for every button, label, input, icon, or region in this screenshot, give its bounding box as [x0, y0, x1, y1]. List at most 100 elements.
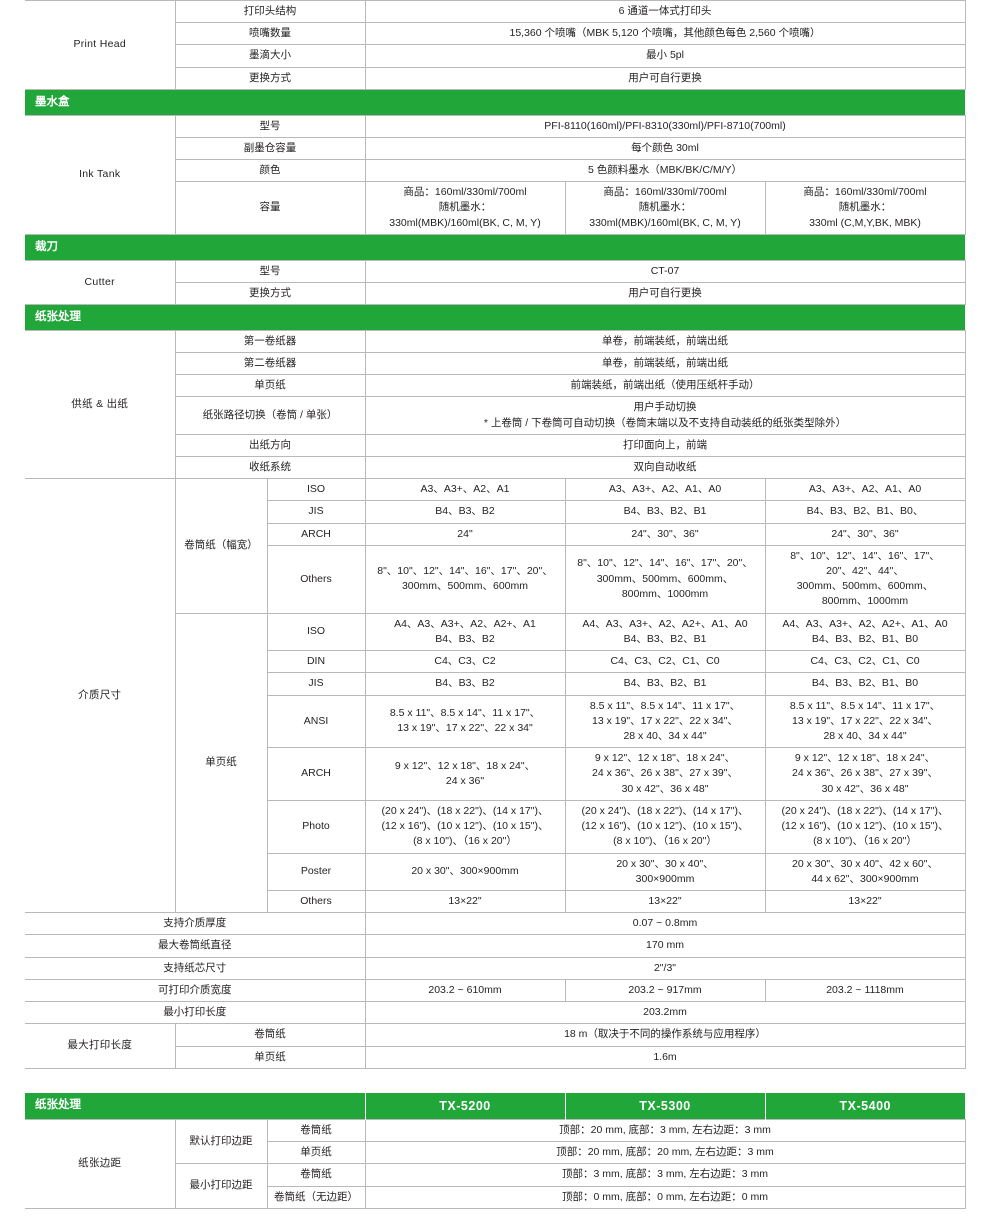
section-title: 纸张处理	[25, 1092, 366, 1120]
row-value-model1: A3、A3+、A2、A1	[364, 478, 566, 502]
standard-label: Poster	[266, 852, 366, 891]
table-row: 收纸系统 双向自动收纸	[25, 455, 966, 480]
value-line: 商品：160ml/330ml/700ml	[803, 186, 927, 199]
row-value: 每个颜色 30ml	[364, 136, 966, 160]
row-label: 支持介质厚度	[25, 912, 366, 936]
value-line: A4、A3、A3+、A2、A2+、A1	[394, 617, 536, 630]
value-line: 44 x 62"、300×900mm	[811, 872, 919, 885]
row-value-model2: 9 x 12"、12 x 18"、18 x 24"、 24 x 36"、26 x…	[564, 747, 766, 801]
row-value-model1: 20 x 30"、300×900mm	[364, 852, 566, 891]
row-value: 双向自动收纸	[364, 455, 966, 480]
value-line: 商品：160ml/330ml/700ml	[403, 186, 527, 199]
table-row: 卷筒纸（无边距） 顶部：0 mm, 底部：0 mm, 左右边距：0 mm	[25, 1185, 966, 1209]
value-line: 20"、42"、44"、	[826, 565, 904, 578]
group-label-ink-tank: Ink Tank	[25, 114, 176, 235]
row-sub-label: 卷筒纸（无边距）	[266, 1185, 366, 1209]
value-line: (12 x 16")、(10 x 12")、(10 x 15")、	[581, 820, 749, 833]
table-row: Poster 20 x 30"、300×900mm 20 x 30"、30 x …	[25, 852, 966, 891]
row-value: PFI-8110(160ml)/PFI-8310(330ml)/PFI-8710…	[364, 114, 966, 138]
value-line: 24 x 36"、26 x 38"、27 x 39"、	[591, 767, 738, 780]
value-line: 13 x 19"、17 x 22"、22 x 34"	[397, 722, 533, 735]
subgroup-label-min-margin: 最小打印边距	[174, 1163, 268, 1209]
table-row: 最小打印长度 203.2mm	[25, 1001, 966, 1025]
row-value: 打印面向上，前端	[364, 433, 966, 457]
value-line: 330ml(MBK)/160ml(BK, C, M, Y)	[589, 216, 741, 229]
row-value: 0.07 ~ 0.8mm	[364, 912, 966, 936]
row-value: 18 m（取决于不同的操作系统与应用程序）	[364, 1023, 966, 1047]
row-value-model1: B4、B3、B2	[364, 500, 566, 524]
value-line: (20 x 24")、(18 x 22")、(14 x 17")、	[581, 804, 749, 817]
value-line: 随机墨水：	[638, 201, 692, 214]
standard-label: ISO	[266, 612, 366, 652]
row-value: 用户手动切换 * 上卷筒 / 下卷筒可自动切换（卷筒末端以及不支持自动装纸的纸张…	[364, 396, 966, 435]
group-label-paper-feed: 供纸 & 出纸	[25, 329, 176, 480]
table-row: Ink Tank 型号 PFI-8110(160ml)/PFI-8310(330…	[25, 114, 966, 235]
group-label-cutter: Cutter	[25, 259, 176, 305]
row-label: 最大卷筒纸直径	[25, 934, 366, 958]
table-row: 喷嘴数量 15,360 个喷嘴（MBK 5,120 个喷嘴，其他颜色每色 2,5…	[25, 22, 966, 46]
row-value: 15,360 个喷嘴（MBK 5,120 个喷嘴，其他颜色每色 2,560 个喷…	[364, 22, 966, 46]
table-row: Photo (20 x 24")、(18 x 22")、(14 x 17")、 …	[25, 799, 966, 854]
row-sub-label: 副墨仓容量	[174, 136, 366, 160]
row-value-model3: 8"、10"、12"、14"、16"、17"、 20"、42"、44"、 300…	[764, 544, 966, 614]
value-line: 8.5 x 11"、8.5 x 14"、11 x 17"、	[789, 699, 941, 712]
row-sub-label: 容量	[174, 181, 366, 235]
section-header-paper-margin: 纸张处理 TX-5200 TX-5300 TX-5400	[25, 1092, 966, 1120]
value-line: 330ml(MBK)/160ml(BK, C, M, Y)	[389, 216, 541, 229]
row-value: 最小 5pl	[364, 44, 966, 68]
value-line: B4、B3、B2	[435, 632, 495, 645]
value-line: (8 x 10")、（16 x 20"）	[613, 835, 717, 848]
value-line: 9 x 12"、12 x 18"、18 x 24"、	[394, 759, 536, 772]
model-header-2: TX-5300	[564, 1092, 766, 1120]
row-sub-label: 单页纸	[174, 1045, 366, 1069]
row-value: 顶部：0 mm, 底部：0 mm, 左右边距：0 mm	[364, 1185, 966, 1209]
row-sub-label: 喷嘴数量	[174, 22, 366, 46]
row-sub-label: 第一卷纸器	[174, 329, 366, 353]
row-sub-label: 墨滴大小	[174, 44, 366, 68]
row-sub-label: 收纸系统	[174, 455, 366, 480]
row-value-model2: A4、A3、A3+、A2、A2+、A1、A0 B4、B3、B2、B1	[564, 612, 766, 652]
row-value: 单卷，前端装纸，前端出纸	[364, 351, 966, 376]
value-line: (20 x 24")、(18 x 22")、(14 x 17")、	[381, 804, 549, 817]
row-value: 170 mm	[364, 934, 966, 958]
standard-label: Others	[266, 544, 366, 614]
table-row: Others 13×22" 13×22" 13×22"	[25, 889, 966, 914]
section-title: 裁刀	[25, 234, 965, 261]
standard-label: DIN	[266, 650, 366, 674]
value-line: 24 x 36"	[445, 775, 485, 788]
section-header-paper-handling: 纸张处理	[25, 304, 965, 331]
table-row: 容量 商品：160ml/330ml/700ml 随机墨水： 330ml(MBK)…	[25, 181, 966, 235]
row-value-model2: C4、C3、C2、C1、C0	[564, 650, 766, 674]
row-value-model3: B4、B3、B2、B1、B0、	[764, 500, 966, 524]
row-value: 5 色颜料墨水（MBK/BK/C/M/Y）	[364, 158, 966, 183]
row-value-model3: 20 x 30"、30 x 40"、42 x 60"、 44 x 62"、300…	[764, 852, 966, 891]
value-line: 24 x 36"、26 x 38"、27 x 39"、	[791, 767, 938, 780]
row-value-model2: (20 x 24")、(18 x 22")、(14 x 17")、 (12 x …	[564, 799, 766, 854]
standard-label: Others	[266, 889, 366, 914]
row-value-model2: 8.5 x 11"、8.5 x 14"、11 x 17"、 13 x 19"、1…	[564, 694, 766, 749]
row-value: 1.6m	[364, 1045, 966, 1069]
row-value-model1: 8"、10"、12"、14"、16"、17"、20"、 300mm、500mm、…	[364, 544, 566, 614]
row-sub-label: 更换方式	[174, 66, 366, 90]
row-value-model2: B4、B3、B2、B1	[564, 672, 766, 696]
group-label-paper-margin: 纸张边距	[25, 1118, 176, 1209]
table-row: ARCH 24" 24"、30"、36" 24"、30"、36"	[25, 522, 966, 546]
row-sub-label: 型号	[174, 259, 366, 283]
table-row: 单页纸 ISO A4、A3、A3+、A2、A2+、A1 B4、B3、B2 A4、…	[25, 612, 966, 914]
subgroup-label-sheet: 单页纸	[174, 612, 268, 914]
value-line: 28 x 40、34 x 44"	[823, 730, 907, 743]
value-line: (12 x 16")、(10 x 12")、(10 x 15")、	[781, 820, 949, 833]
value-line: 商品：160ml/330ml/700ml	[603, 186, 727, 199]
standard-label: ANSI	[266, 694, 366, 749]
row-value-model1: 24"	[364, 522, 566, 546]
row-label: 可打印介质宽度	[25, 978, 366, 1003]
value-line: 8"、10"、12"、14"、16"、17"、20"、	[377, 565, 553, 578]
row-value-model3: 8.5 x 11"、8.5 x 14"、11 x 17"、 13 x 19"、1…	[764, 694, 966, 749]
table-row: ARCH 9 x 12"、12 x 18"、18 x 24"、 24 x 36"…	[25, 747, 966, 801]
row-sub-label: 出纸方向	[174, 433, 366, 457]
value-line: A4、A3、A3+、A2、A2+、A1、A0	[582, 617, 748, 630]
row-value: 顶部：20 mm, 底部：20 mm, 左右边距：3 mm	[364, 1141, 966, 1165]
value-line: (8 x 10")、（16 x 20"）	[413, 835, 517, 848]
row-value: 顶部：20 mm, 底部：3 mm, 左右边距：3 mm	[364, 1118, 966, 1143]
table-row: 供纸 & 出纸 第一卷纸器 单卷，前端装纸，前端出纸	[25, 329, 966, 480]
